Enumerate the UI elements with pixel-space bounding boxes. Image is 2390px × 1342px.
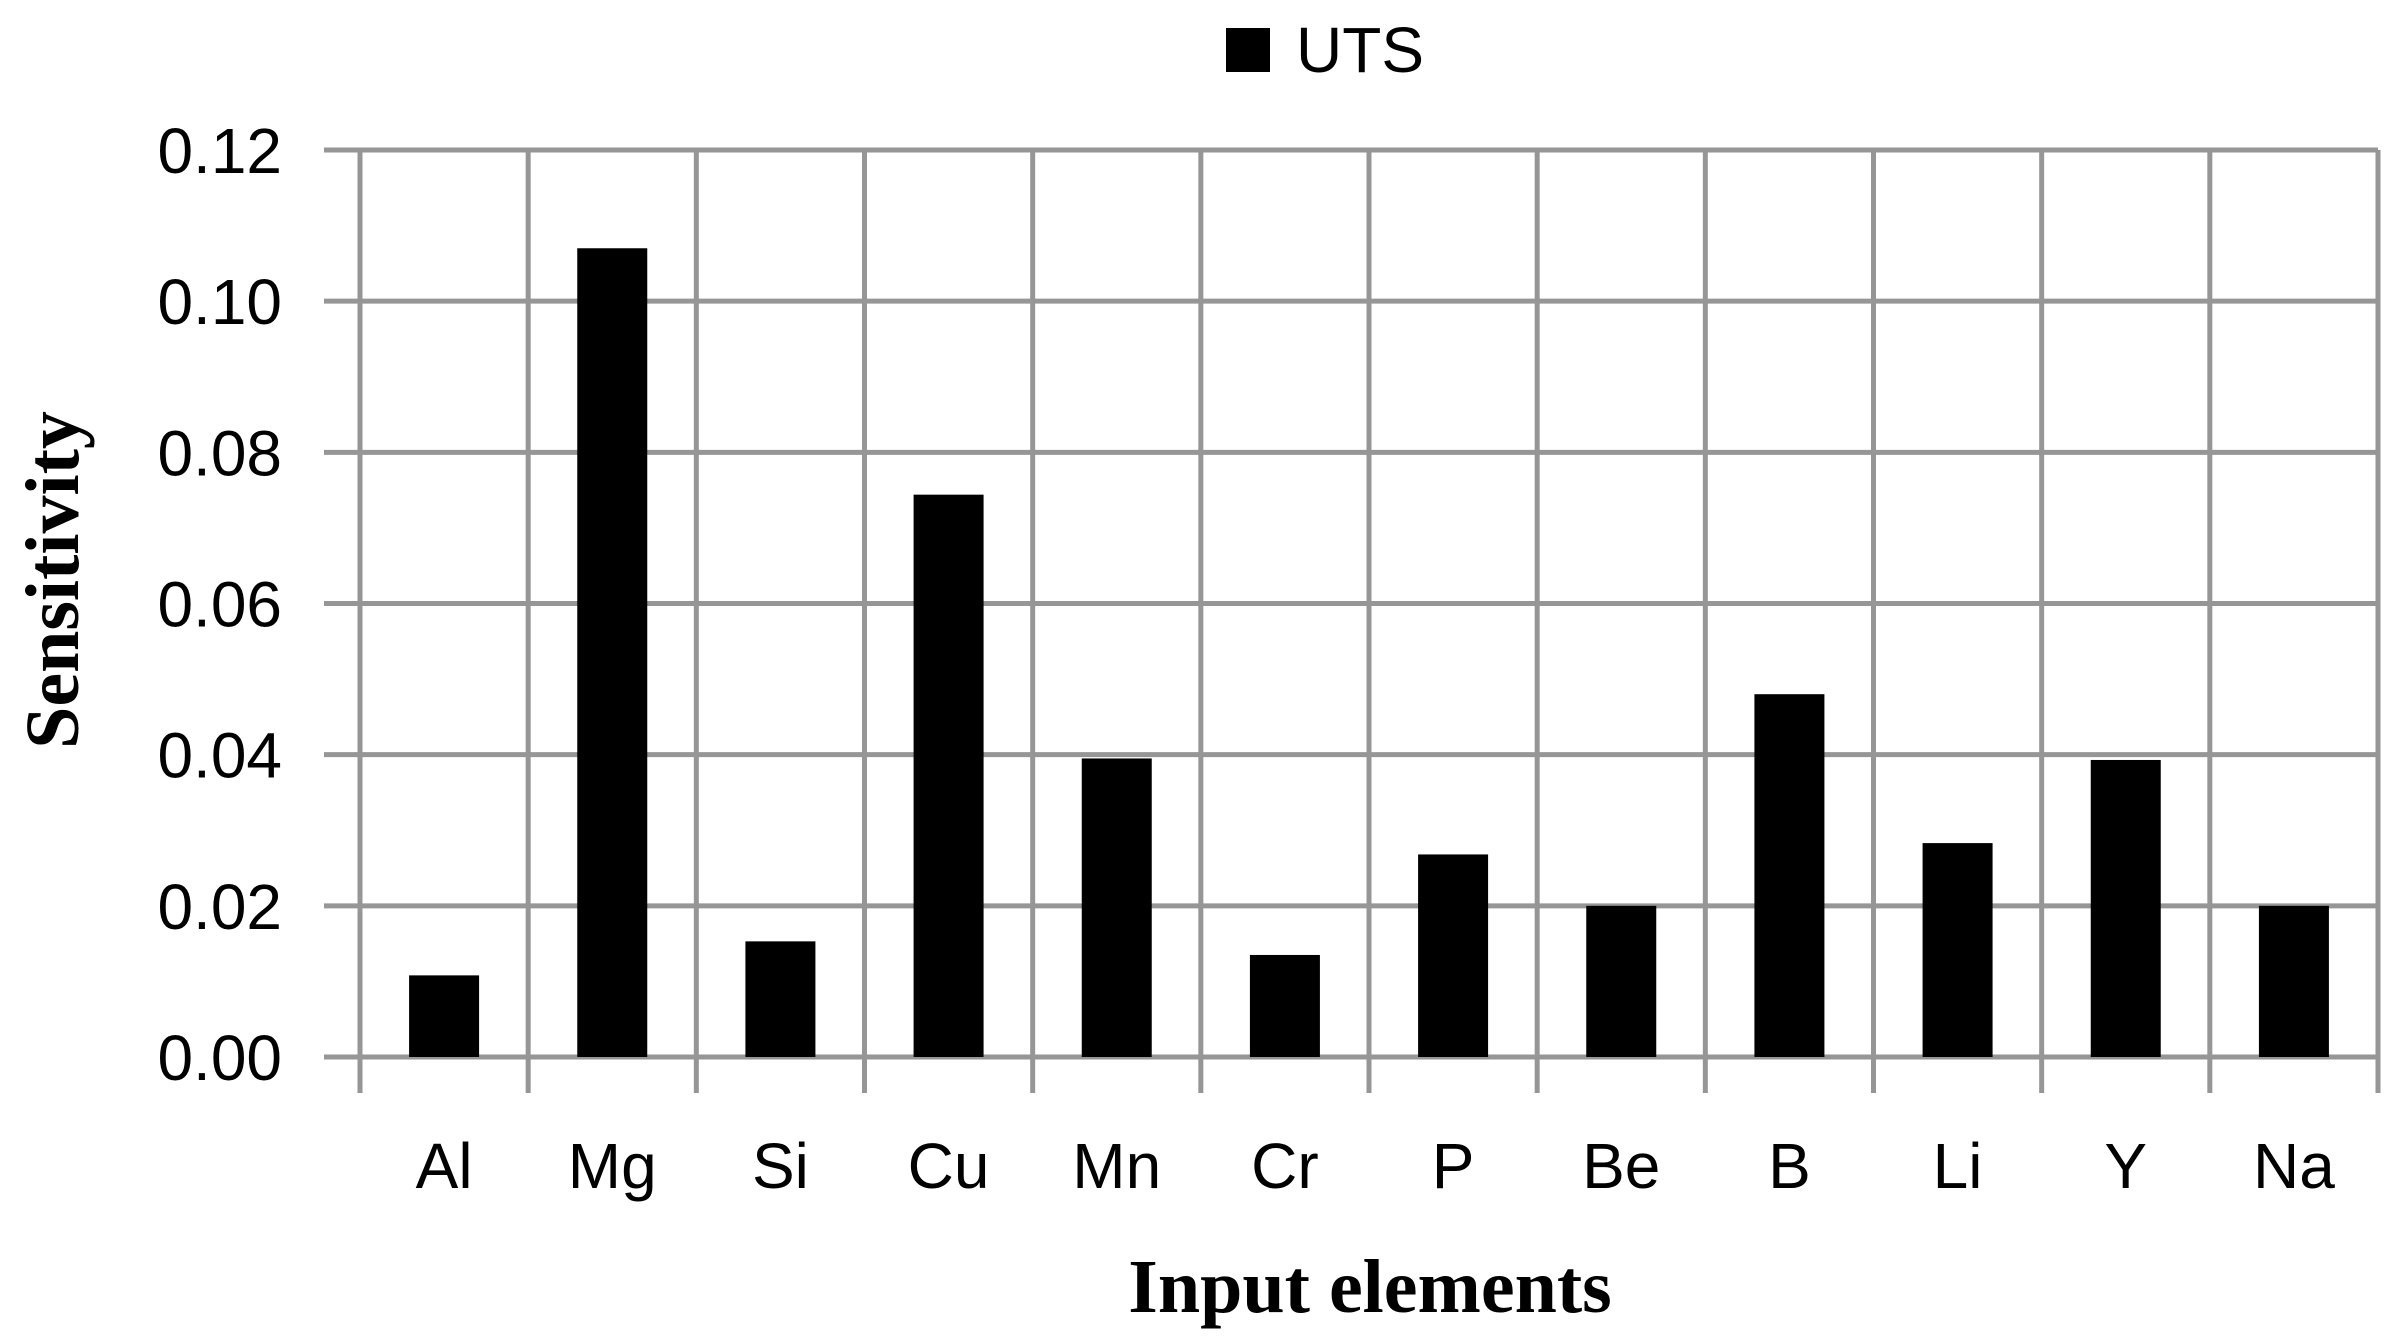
bar-li: [1922, 843, 1993, 1057]
legend-swatch: [1226, 28, 1270, 72]
bar-si: [745, 941, 816, 1057]
bar-cu: [913, 494, 984, 1057]
x-axis-title: Input elements: [1128, 1245, 1611, 1329]
bar-mg: [577, 248, 648, 1058]
x-tick-label: Cu: [908, 1130, 990, 1202]
x-tick-label: Li: [1933, 1130, 1983, 1202]
x-tick-label: Y: [2104, 1130, 2147, 1202]
bar-al: [409, 975, 480, 1057]
bar-na: [2258, 905, 2329, 1057]
x-tick-label: Al: [416, 1130, 473, 1202]
bar-mn: [1081, 758, 1152, 1057]
x-tick-label: Mn: [1072, 1130, 1161, 1202]
bar-b: [1754, 694, 1825, 1057]
y-tick-label: 0.00: [157, 1022, 282, 1094]
x-tick-label: P: [1432, 1130, 1475, 1202]
y-tick-label: 0.04: [157, 720, 282, 792]
grid-lines: [324, 147, 2381, 1093]
y-tick-label: 0.10: [157, 266, 282, 338]
y-tick-label: 0.08: [157, 417, 282, 489]
bar-p: [1418, 854, 1489, 1057]
x-tick-label: Mg: [568, 1130, 657, 1202]
y-tick-labels: 0.00 0.02 0.04 0.06 0.08 0.10 0.12: [157, 115, 282, 1094]
y-tick-label: 0.06: [157, 569, 282, 641]
x-tick-label: Na: [2253, 1130, 2335, 1202]
bars: [409, 248, 2329, 1058]
y-tick-label: 0.12: [157, 115, 282, 187]
bar-be: [1586, 905, 1657, 1057]
x-tick-labels: Al Mg Si Cu Mn Cr P Be B Li Y Na: [416, 1130, 2336, 1202]
y-axis-title: Sensitivity: [11, 411, 95, 749]
legend: UTS: [1226, 14, 1424, 86]
x-tick-label: Si: [752, 1130, 809, 1202]
y-tick-label: 0.02: [157, 871, 282, 943]
bar-cr: [1249, 954, 1320, 1057]
x-tick-label: B: [1768, 1130, 1811, 1202]
legend-label: UTS: [1296, 14, 1424, 86]
x-tick-label: Be: [1582, 1130, 1660, 1202]
bar-y: [2090, 759, 2161, 1057]
x-tick-label: Cr: [1251, 1130, 1319, 1202]
